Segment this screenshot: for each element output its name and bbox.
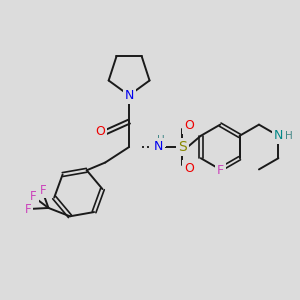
Text: H: H <box>285 131 293 141</box>
Text: N: N <box>124 89 134 102</box>
Text: O: O <box>184 119 194 132</box>
Text: N: N <box>153 140 163 153</box>
Text: N: N <box>274 129 283 142</box>
Text: F: F <box>40 184 46 196</box>
Text: S: S <box>178 140 187 154</box>
Text: F: F <box>25 203 32 216</box>
Text: F: F <box>30 190 37 203</box>
Text: O: O <box>184 162 194 175</box>
Text: O: O <box>95 125 105 138</box>
Text: H: H <box>157 135 164 146</box>
Text: F: F <box>217 164 224 177</box>
